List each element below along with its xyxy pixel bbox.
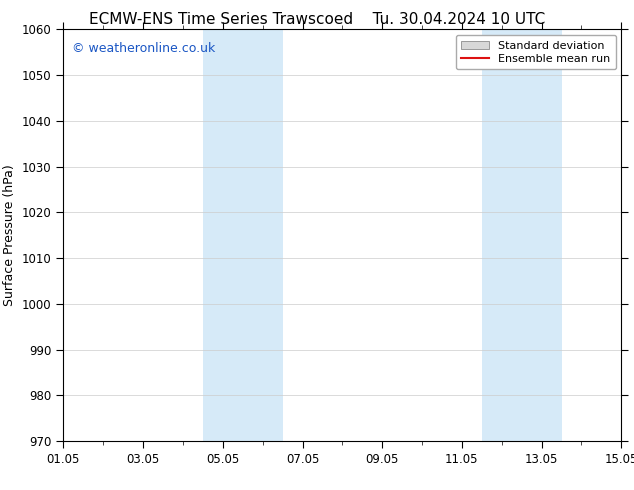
Y-axis label: Surface Pressure (hPa): Surface Pressure (hPa): [3, 164, 16, 306]
Text: © weatheronline.co.uk: © weatheronline.co.uk: [72, 42, 215, 55]
Bar: [482, 29, 562, 441]
Text: ECMW-ENS Time Series Trawscoed    Tu. 30.04.2024 10 UTC: ECMW-ENS Time Series Trawscoed Tu. 30.04…: [89, 12, 545, 27]
Bar: [203, 29, 283, 441]
Legend: Standard deviation, Ensemble mean run: Standard deviation, Ensemble mean run: [456, 35, 616, 70]
